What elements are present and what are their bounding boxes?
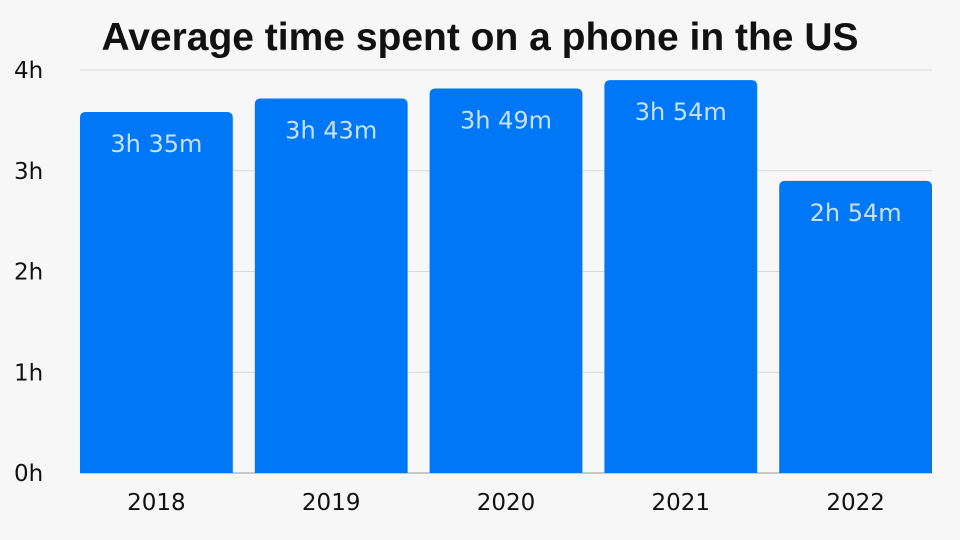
y-tick-label: 4h — [14, 58, 43, 84]
y-tick-label: 3h — [14, 159, 43, 185]
bar-2022 — [779, 180, 932, 473]
data-label: 2h 54m — [810, 199, 902, 227]
data-label: 3h 43m — [285, 117, 377, 145]
data-label: 3h 49m — [460, 106, 552, 134]
x-tick-label: 2022 — [826, 490, 885, 516]
y-axis-ticks: 0h 1h 2h 3h 4h — [14, 58, 43, 487]
x-tick-label: 2021 — [652, 490, 711, 516]
y-tick-label: 0h — [14, 461, 43, 487]
data-label: 3h 54m — [635, 98, 727, 126]
bar-2020 — [429, 88, 583, 474]
x-axis-ticks: 2018 2019 2020 2021 2022 — [127, 490, 885, 516]
bar-2018 — [80, 111, 233, 474]
x-tick-label: 2020 — [477, 490, 536, 516]
chart-title: Average time spent on a phone in the US — [101, 16, 858, 59]
data-labels: 3h 35m 3h 43m 3h 49m 3h 54m 2h 54m — [110, 98, 901, 227]
data-label: 3h 35m — [110, 130, 202, 158]
bar-2019 — [254, 98, 408, 473]
y-tick-label: 2h — [14, 260, 43, 286]
bars — [80, 80, 932, 474]
x-tick-label: 2019 — [302, 490, 361, 516]
bar-2021 — [604, 80, 758, 473]
y-tick-label: 1h — [14, 360, 43, 386]
x-tick-label: 2018 — [127, 490, 186, 516]
